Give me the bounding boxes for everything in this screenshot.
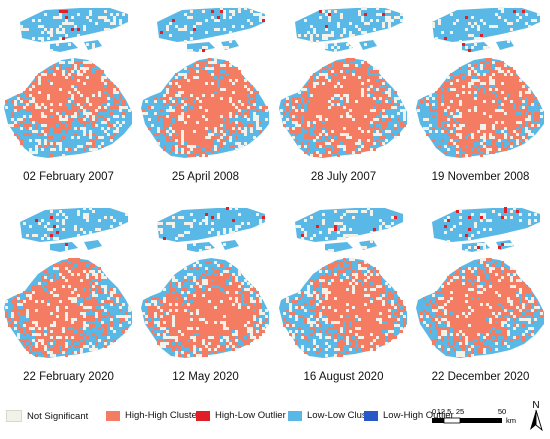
map-panels: 02 February 2007 25 April 2008 28 July 200… <box>0 0 549 400</box>
map-panel: 16 August 2020 <box>275 200 412 400</box>
legend-swatch <box>6 410 22 422</box>
legend-item: Low-High Outlier <box>364 410 454 421</box>
legend-label: Low-Low Cluster <box>307 410 378 421</box>
panel-date-label: 28 July 2007 <box>310 171 377 183</box>
legend-label: Low-High Outlier <box>383 410 454 421</box>
cluster-map <box>141 7 269 158</box>
map-clusters <box>416 207 544 358</box>
cluster-map <box>4 207 132 358</box>
cluster-map <box>4 8 132 158</box>
cluster-map <box>141 207 269 358</box>
north-arrow: N <box>526 398 546 434</box>
panel-date-label: 22 December 2020 <box>431 371 530 383</box>
cluster-map <box>416 207 544 358</box>
map-clusters <box>4 207 132 358</box>
map-clusters <box>4 8 132 158</box>
map-panel: 02 February 2007 <box>0 0 137 200</box>
scale-tick-2: 25 <box>456 407 464 416</box>
map-clusters <box>416 7 544 158</box>
cluster-map <box>416 7 544 158</box>
map-panel: 22 December 2020 <box>412 200 549 400</box>
map-clusters <box>279 7 407 158</box>
legend-label: High-High Cluster <box>125 410 200 421</box>
panel-date-label: 25 April 2008 <box>171 171 240 183</box>
cluster-map <box>279 7 407 158</box>
legend-swatch <box>196 410 210 421</box>
map-clusters <box>141 7 269 158</box>
legend-label: High-Low Outlier <box>215 410 286 421</box>
map-clusters <box>279 207 407 358</box>
map-panel: 28 July 2007 <box>275 0 412 200</box>
map-panel: 22 February 2020 <box>0 200 137 400</box>
legend-swatch <box>288 410 302 421</box>
legend: Not Significant High-High Cluster High-Low… <box>6 408 454 428</box>
legend-item: Low-Low Cluster <box>288 410 378 421</box>
legend-swatch <box>364 410 378 421</box>
scale-bar-segments <box>432 417 502 424</box>
panel-date-label: 12 May 2020 <box>172 371 239 383</box>
legend-item: High-Low Outlier <box>196 410 286 421</box>
north-arrow-icon <box>530 409 543 432</box>
scale-tick-0: 0 <box>432 407 436 416</box>
panel-date-label: 16 August 2020 <box>303 371 384 383</box>
panel-date-label: 19 November 2008 <box>431 171 530 183</box>
map-panel: 19 November 2008 <box>412 0 549 200</box>
legend-item: High-High Cluster <box>106 410 200 421</box>
scale-tick-3: 50 <box>498 407 506 416</box>
scale-bar: 0 12.5 25 50 km <box>430 406 522 432</box>
panel-date-label: 02 February 2007 <box>23 171 114 183</box>
map-clusters <box>141 207 269 358</box>
map-panel: 12 May 2020 <box>137 200 274 400</box>
north-label: N <box>532 400 539 411</box>
cluster-map <box>279 207 407 358</box>
map-panel: 25 April 2008 <box>137 0 274 200</box>
legend-item: Not Significant <box>6 410 88 422</box>
scale-unit: km <box>506 416 516 425</box>
panel-date-label: 22 February 2020 <box>23 371 114 383</box>
legend-label: Not Significant <box>27 410 89 422</box>
scale-tick-1: 12.5 <box>437 407 452 416</box>
legend-swatch <box>106 410 120 421</box>
